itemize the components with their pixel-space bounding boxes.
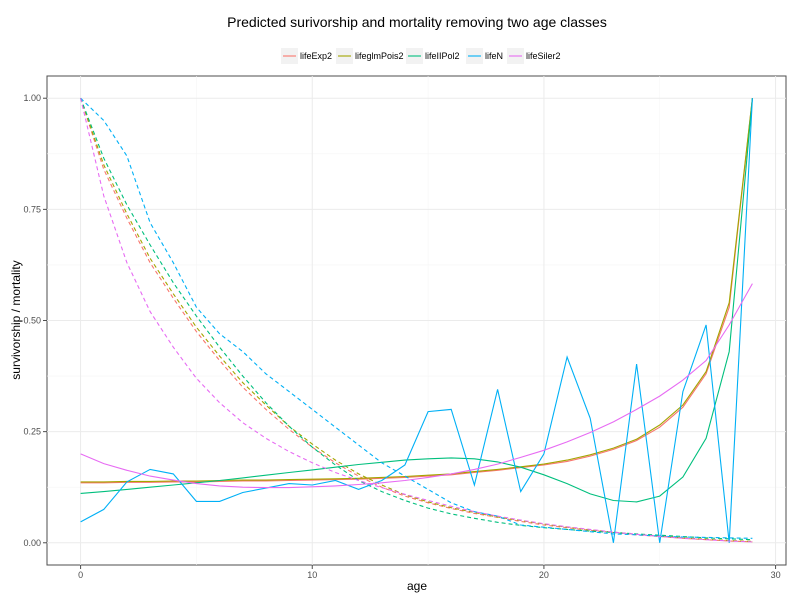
series-line-survivorship-lifeN — [80, 97, 753, 539]
series-line-survivorship-lifeIIPol2 — [80, 98, 753, 541]
legend-item-lifeExp2: lifeExp2 — [281, 48, 332, 64]
legend-label: lifeSiler2 — [526, 51, 561, 61]
series-line-survivorship-lifeSiler2 — [80, 98, 753, 543]
x-tick-label: 0 — [78, 570, 83, 580]
x-tick-label: 30 — [771, 570, 781, 580]
legend-item-lifeIIPol2: lifeIIPol2 — [406, 48, 460, 64]
y-tick-label: 0.50 — [23, 316, 41, 326]
y-tick-label: 0.00 — [23, 538, 41, 548]
legend-label: lifeExp2 — [300, 51, 332, 61]
x-tick-label: 10 — [307, 570, 317, 580]
grid — [47, 76, 786, 565]
y-tick-label: 0.25 — [23, 427, 41, 437]
legend-label: lifeIIPol2 — [425, 51, 460, 61]
x-axis-title: age — [407, 579, 427, 593]
legend: lifeExp2 lifeglmPois2 lifeIIPol2 lifeN lifeS… — [281, 48, 561, 64]
legend-item-lifeglmPois2: lifeglmPois2 — [336, 48, 404, 64]
y-axis-title: survivorship / mortality — [9, 260, 23, 379]
axes: 0 10 20 30 0.00 0.25 0.50 0.75 1.00 — [23, 93, 780, 580]
legend-label: lifeN — [485, 51, 503, 61]
legend-item-lifeN: lifeN — [466, 48, 503, 64]
x-tick-label: 20 — [539, 570, 549, 580]
series-line-survivorship-lifeglmPois2 — [80, 98, 753, 542]
y-tick-label: 1.00 — [23, 93, 41, 103]
series-layer — [80, 97, 753, 543]
chart-title: Predicted surivorship and mortality remo… — [227, 14, 607, 30]
legend-item-lifeSiler2: lifeSiler2 — [507, 48, 561, 64]
y-tick-label: 0.75 — [23, 204, 41, 214]
legend-label: lifeglmPois2 — [355, 51, 404, 61]
series-line-mortality-lifeglmPois2 — [80, 98, 753, 483]
series-line-mortality-lifeN — [80, 98, 753, 543]
series-line-mortality-lifeSiler2 — [80, 283, 753, 489]
series-line-mortality-lifeExp2 — [80, 98, 753, 484]
